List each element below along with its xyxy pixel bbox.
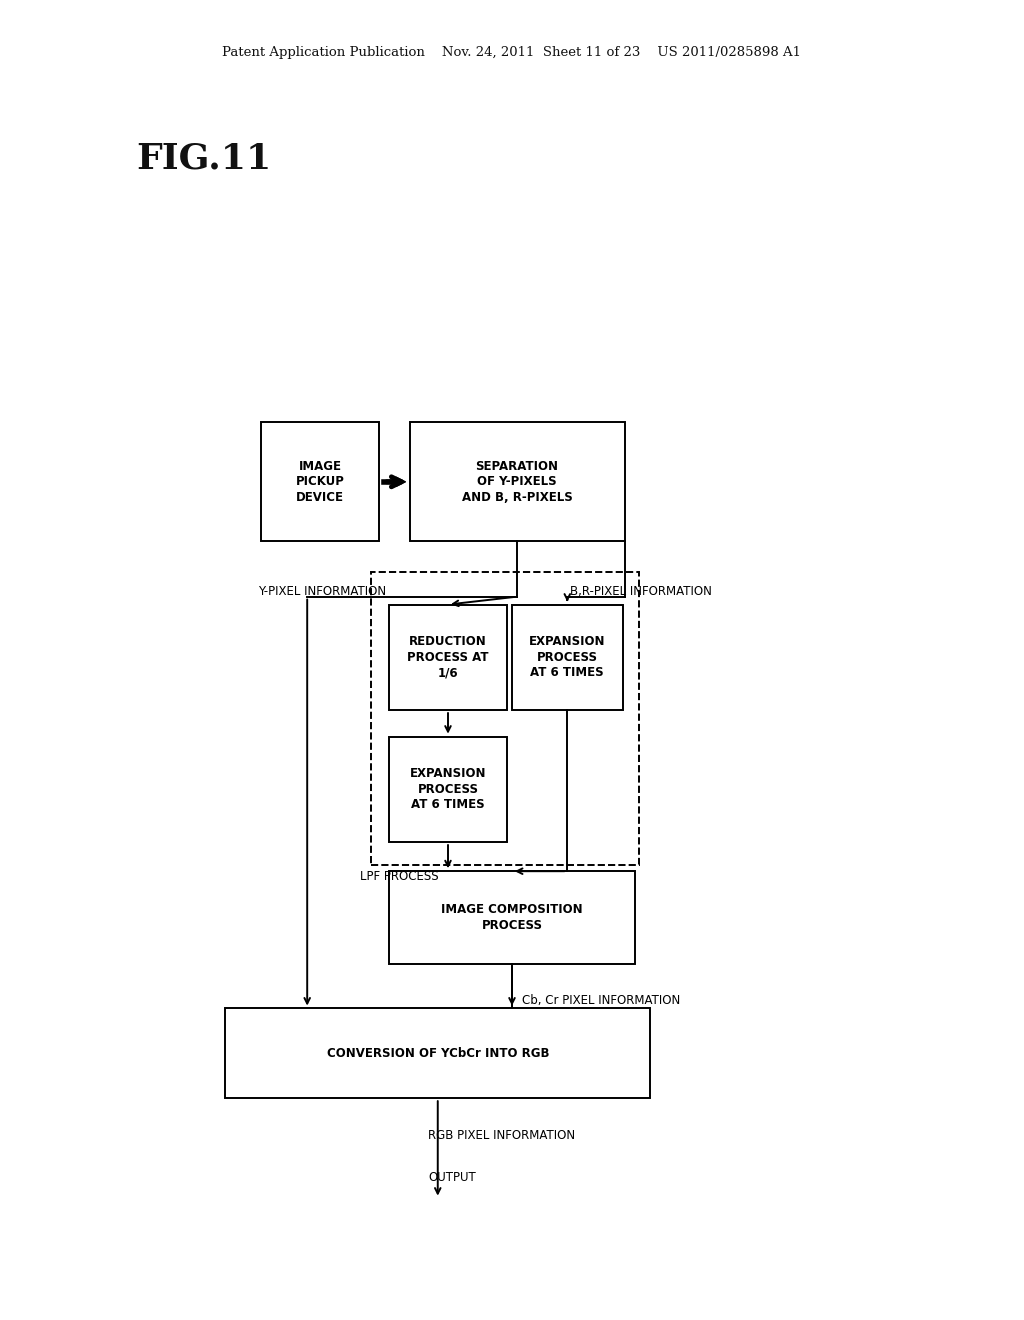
Text: IMAGE
PICKUP
DEVICE: IMAGE PICKUP DEVICE: [296, 459, 344, 504]
Bar: [389, 737, 507, 842]
Text: EXPANSION
PROCESS
AT 6 TIMES: EXPANSION PROCESS AT 6 TIMES: [529, 635, 605, 680]
Text: Y-PIXEL INFORMATION: Y-PIXEL INFORMATION: [258, 585, 386, 598]
Bar: [261, 422, 379, 541]
Bar: [410, 422, 625, 541]
Text: Cb, Cr PIXEL INFORMATION: Cb, Cr PIXEL INFORMATION: [522, 994, 681, 1007]
Text: SEPARATION
OF Y-PIXELS
AND B, R-PIXELS: SEPARATION OF Y-PIXELS AND B, R-PIXELS: [462, 459, 572, 504]
Text: IMAGE COMPOSITION
PROCESS: IMAGE COMPOSITION PROCESS: [441, 903, 583, 932]
Bar: [389, 605, 507, 710]
Text: EXPANSION
PROCESS
AT 6 TIMES: EXPANSION PROCESS AT 6 TIMES: [410, 767, 486, 812]
Text: OUTPUT: OUTPUT: [428, 1171, 476, 1184]
Bar: [389, 871, 635, 964]
Text: LPF PROCESS: LPF PROCESS: [360, 870, 439, 883]
Text: FIG.11: FIG.11: [136, 141, 271, 176]
Text: CONVERSION OF YCbCr INTO RGB: CONVERSION OF YCbCr INTO RGB: [327, 1047, 549, 1060]
Text: RGB PIXEL INFORMATION: RGB PIXEL INFORMATION: [428, 1129, 575, 1142]
Bar: [512, 605, 623, 710]
Text: REDUCTION
PROCESS AT
1/6: REDUCTION PROCESS AT 1/6: [408, 635, 488, 680]
Bar: [371, 572, 639, 865]
Text: B,R-PIXEL INFORMATION: B,R-PIXEL INFORMATION: [570, 585, 713, 598]
Bar: [225, 1008, 650, 1098]
Text: Patent Application Publication    Nov. 24, 2011  Sheet 11 of 23    US 2011/02858: Patent Application Publication Nov. 24, …: [222, 46, 802, 59]
